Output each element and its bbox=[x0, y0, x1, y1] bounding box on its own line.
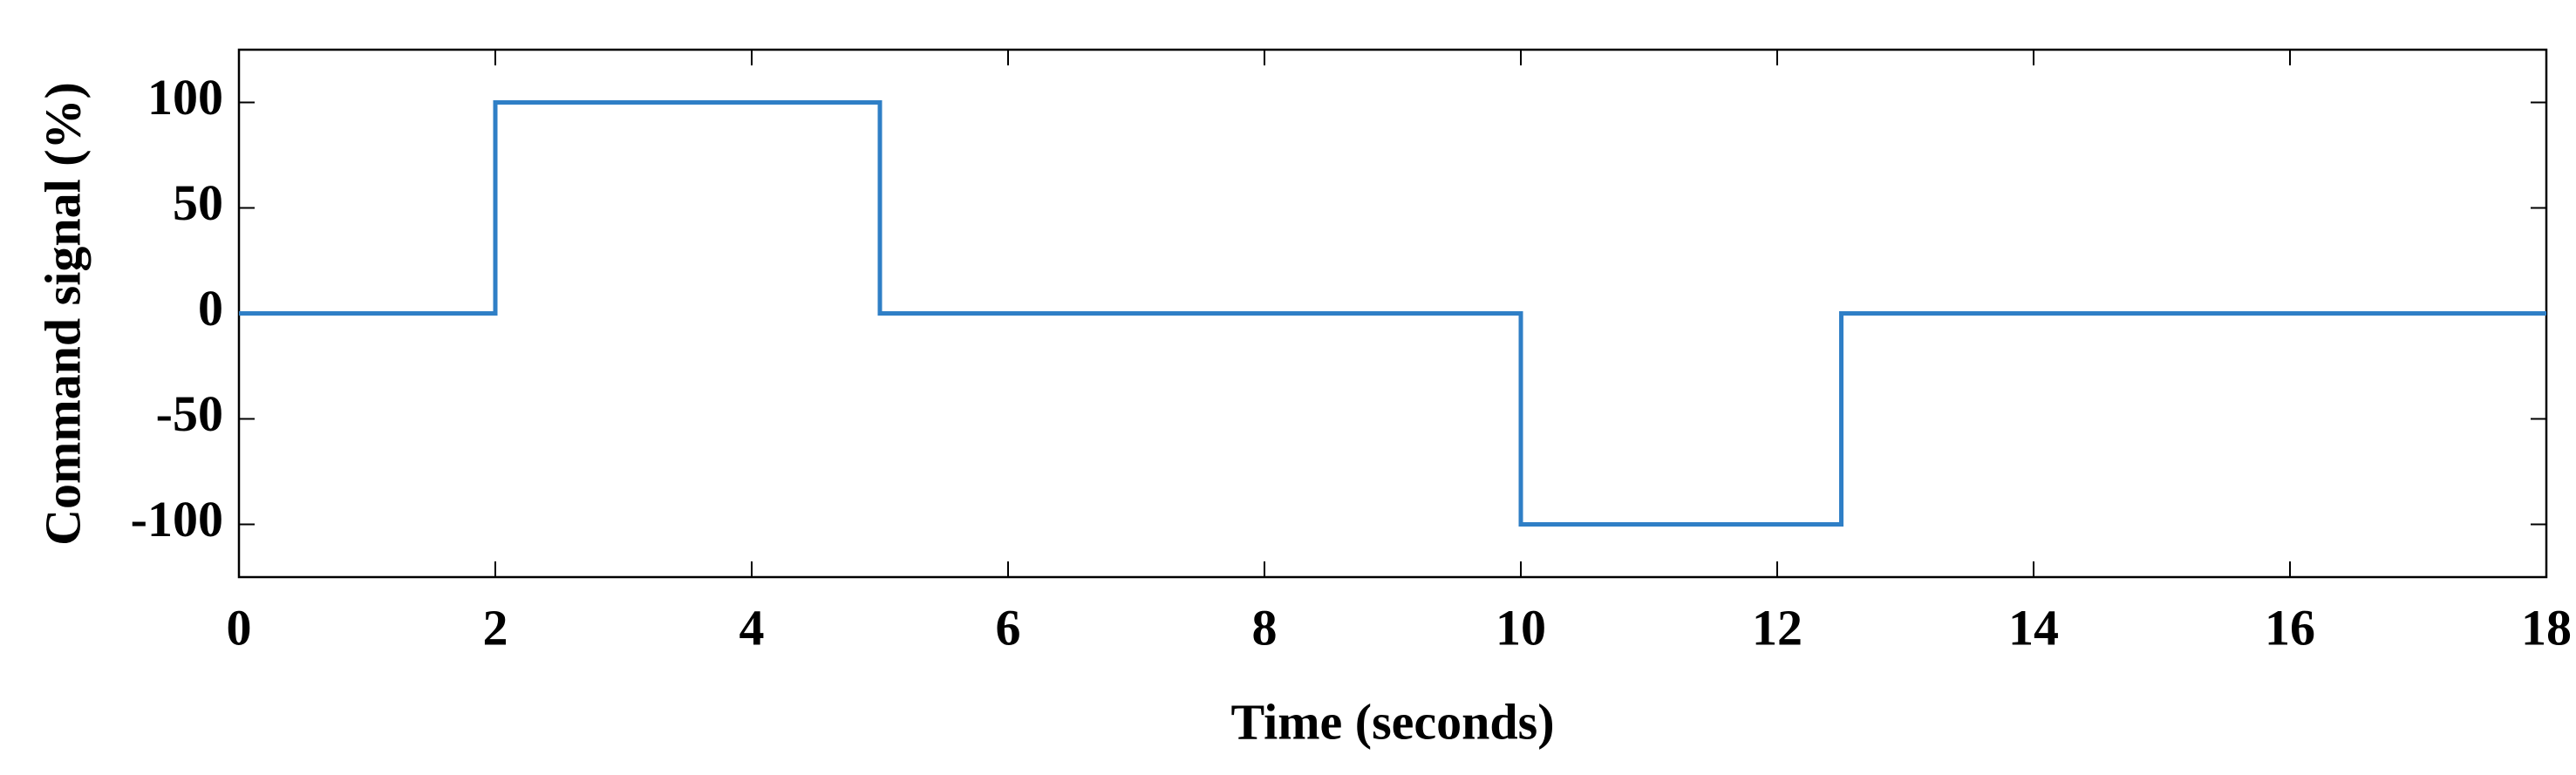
x-tick-label: 2 bbox=[483, 599, 508, 656]
x-tick-label: 18 bbox=[2521, 599, 2572, 656]
y-tick-label: 0 bbox=[198, 280, 223, 337]
y-tick-label: 50 bbox=[173, 174, 223, 231]
y-tick-label: -50 bbox=[156, 385, 223, 442]
x-tick-label: 6 bbox=[996, 599, 1021, 656]
x-tick-label: 16 bbox=[2265, 599, 2315, 656]
x-tick-label: 4 bbox=[739, 599, 765, 656]
x-tick-label: 12 bbox=[1752, 599, 1803, 656]
y-axis-label: Command signal (%) bbox=[34, 82, 91, 546]
x-axis-label: Time (seconds) bbox=[1230, 693, 1554, 750]
x-tick-label: 8 bbox=[1252, 599, 1278, 656]
x-tick-label: 0 bbox=[227, 599, 252, 656]
x-tick-label: 14 bbox=[2008, 599, 2059, 656]
y-tick-label: -100 bbox=[131, 491, 223, 547]
y-tick-label: 100 bbox=[147, 69, 223, 126]
x-tick-label: 10 bbox=[1496, 599, 1546, 656]
data-line bbox=[239, 100, 2546, 527]
